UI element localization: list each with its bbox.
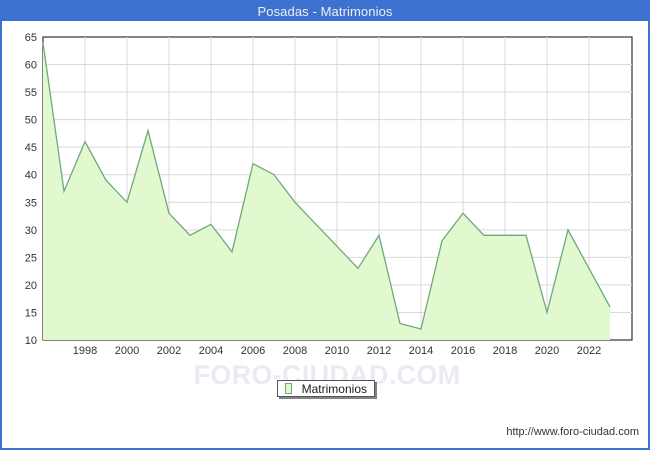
svg-text:40: 40 <box>25 170 37 182</box>
svg-text:2018: 2018 <box>493 345 517 357</box>
svg-text:2004: 2004 <box>199 345 223 357</box>
svg-text:35: 35 <box>25 197 37 209</box>
svg-text:20: 20 <box>25 280 37 292</box>
svg-text:15: 15 <box>25 308 37 320</box>
svg-text:45: 45 <box>25 142 37 154</box>
svg-text:25: 25 <box>25 252 37 264</box>
svg-text:2016: 2016 <box>451 345 475 357</box>
svg-text:55: 55 <box>25 87 37 99</box>
svg-text:30: 30 <box>25 225 37 237</box>
svg-text:2006: 2006 <box>241 345 265 357</box>
svg-text:2002: 2002 <box>157 345 181 357</box>
svg-text:60: 60 <box>25 60 37 72</box>
svg-text:2014: 2014 <box>409 345 433 357</box>
svg-text:2010: 2010 <box>325 345 349 357</box>
svg-text:50: 50 <box>25 115 37 127</box>
svg-text:1998: 1998 <box>73 345 97 357</box>
svg-text:2012: 2012 <box>367 345 391 357</box>
svg-text:2020: 2020 <box>535 345 559 357</box>
svg-text:2008: 2008 <box>283 345 307 357</box>
svg-text:10: 10 <box>25 335 37 347</box>
svg-text:2000: 2000 <box>115 345 139 357</box>
svg-text:65: 65 <box>25 32 37 44</box>
svg-text:2022: 2022 <box>577 345 601 357</box>
